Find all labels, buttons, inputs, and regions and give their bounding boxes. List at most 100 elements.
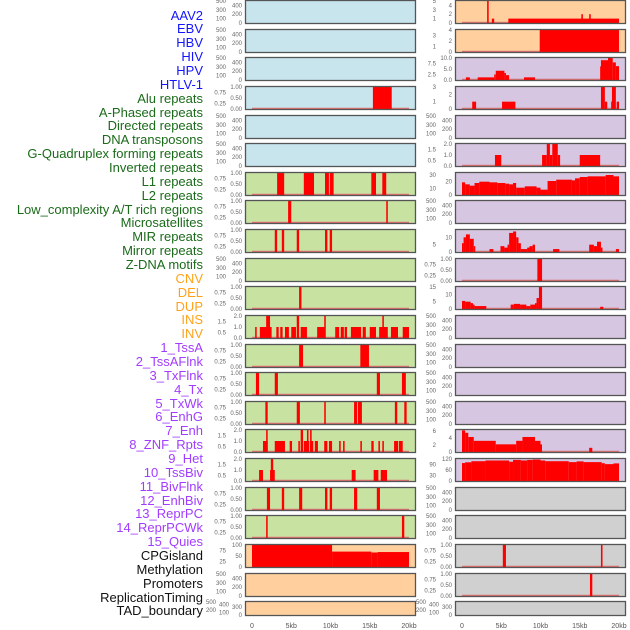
- panel-background: [455, 372, 626, 396]
- signal-bar: [299, 488, 303, 510]
- y-tick-label: 200: [442, 413, 453, 419]
- signal-bar: [465, 184, 470, 195]
- y-tick-label: 200: [442, 327, 453, 333]
- y-tick-label: 0.00: [440, 594, 452, 600]
- track-label: Methylation: [136, 561, 203, 577]
- signal-bar: [277, 173, 285, 195]
- y-tick-label: 0.00: [440, 279, 452, 285]
- track-label: HIV: [181, 49, 203, 65]
- y-tick-label: 0.5: [428, 159, 437, 165]
- signal-bar: [298, 441, 300, 452]
- y-tick-label: 100: [426, 389, 437, 395]
- y-tick-label: 30: [429, 173, 436, 179]
- y-tick-label: 400: [232, 32, 243, 38]
- x-tick-label: 5kb: [496, 623, 507, 630]
- y-tick-label: 0.75: [424, 578, 436, 584]
- signal-bar: [382, 441, 384, 452]
- signal-bar: [509, 232, 514, 252]
- y-tick-label: 0.75: [214, 205, 226, 211]
- y-tick-label: 0: [449, 393, 453, 399]
- y-tick-label: 0.75: [214, 406, 226, 412]
- track-labels: AAV2 EBV HBV HIV HPV HTLV-1 Alu repeats A-Phase…: [0, 0, 203, 630]
- signal-bar: [611, 87, 616, 109]
- signal-bar: [571, 180, 576, 195]
- y-tick-label: 1.00: [230, 343, 242, 349]
- y-tick-label: 200: [232, 155, 243, 161]
- signal-bar: [477, 77, 495, 80]
- signal-bar: [576, 461, 584, 481]
- panel-border: [454, 257, 627, 283]
- y-tick-label: 0.75: [214, 177, 226, 183]
- y-tick-label: 0.50: [230, 354, 242, 360]
- signal-bar: [462, 182, 466, 195]
- y-tick-label: 400: [442, 404, 453, 410]
- y-tick-label: 400: [429, 603, 440, 609]
- panel-border: [244, 428, 417, 454]
- signal-bar: [556, 179, 572, 195]
- y-tick-label: 0.50: [230, 525, 242, 531]
- signal-bar: [296, 230, 300, 252]
- y-tick-label: 0.25: [214, 102, 226, 108]
- panel-border: [454, 314, 627, 340]
- signal-bar: [259, 327, 272, 338]
- signal-bar: [472, 304, 475, 309]
- y-tick-label: 10: [429, 186, 436, 192]
- y-tick-label: 0.00: [230, 508, 242, 514]
- panel-background: [245, 344, 416, 368]
- track-panel: 0.00 0.25 0.50 0.75 1.00: [214, 199, 417, 227]
- y-tick-label: 200: [232, 127, 243, 133]
- signal-bar: [504, 72, 506, 80]
- y-tick-label: 0.00: [230, 107, 242, 113]
- track-label: 7_Enh: [165, 423, 203, 439]
- y-tick-label: 500: [216, 257, 227, 263]
- y-tick-label: 100: [216, 17, 227, 23]
- signal-bar: [508, 18, 619, 23]
- y-tick-label: 500: [426, 400, 437, 406]
- signal-bar: [360, 345, 369, 367]
- x-tick-label: 0: [250, 623, 254, 630]
- signal-bar: [527, 247, 530, 252]
- panel-border: [454, 28, 627, 54]
- signal-bar: [471, 461, 486, 481]
- track-panel: 0 2 4 6: [433, 428, 627, 456]
- y-tick-label: 100: [429, 610, 440, 616]
- signal-bar: [473, 440, 496, 452]
- signal-bar: [465, 77, 470, 80]
- signal-bar: [351, 470, 356, 481]
- signal-bar: [350, 327, 362, 338]
- y-tick-label: 0.00: [230, 536, 242, 542]
- y-tick-label: 400: [442, 318, 453, 324]
- panel-border: [454, 600, 627, 617]
- y-tick-label: 0: [239, 78, 243, 84]
- panel-border: [454, 371, 627, 397]
- panel-border: [244, 28, 417, 54]
- panel-background: [455, 515, 626, 539]
- signal-bar: [536, 298, 539, 309]
- y-tick-label: 0: [449, 50, 453, 56]
- signal-bar: [382, 173, 387, 195]
- signal-bar: [608, 58, 613, 80]
- signal-bar: [468, 436, 474, 452]
- signal-bar: [489, 182, 498, 195]
- y-tick-label: 500: [206, 600, 217, 606]
- signal-bar: [527, 459, 533, 481]
- signal-bar: [289, 441, 293, 452]
- panel-border: [244, 85, 417, 111]
- signal-bar: [604, 464, 614, 481]
- y-tick-label: 0.25: [214, 302, 226, 308]
- panel-border: [244, 56, 417, 82]
- y-tick-label: 0.25: [214, 531, 226, 537]
- y-tick-label: 300: [426, 495, 437, 501]
- y-tick-label: 0: [449, 365, 453, 371]
- y-tick-label: 1.00: [230, 400, 242, 406]
- track-panel: 0.00 0.25 0.50 0.75 1.00: [214, 486, 417, 514]
- y-tick-label: 0: [449, 193, 453, 199]
- panel-background: [455, 573, 626, 597]
- y-tick-label: 1.00: [230, 199, 242, 205]
- y-tick-label: 0: [449, 336, 453, 342]
- panel-background: [245, 29, 416, 53]
- signal-bar: [373, 470, 379, 481]
- y-tick-label: 400: [232, 60, 243, 66]
- y-tick-label: 0.00: [230, 365, 242, 371]
